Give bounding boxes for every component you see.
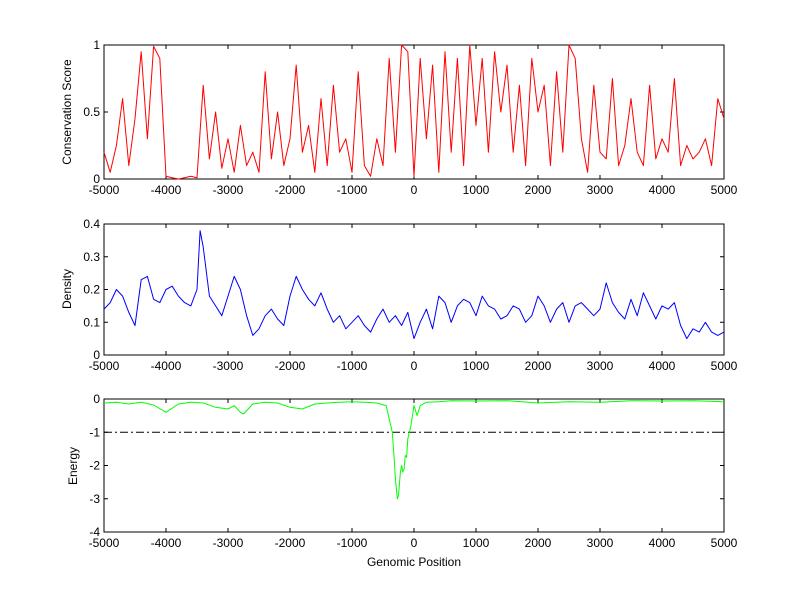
density-xtick-label: 3000	[587, 359, 614, 373]
energy-xtick-label: -1000	[337, 536, 368, 550]
energy-xtick-label: 2000	[525, 536, 552, 550]
conservation-xtick-label: 0	[411, 183, 418, 197]
energy-panel: Energy Genomic Position -5000 -4000 -3000 -…	[66, 392, 738, 569]
density-xtick-label: -5000	[89, 359, 120, 373]
density-xtick-label: 5000	[711, 359, 738, 373]
conservation-ytick-label: 0.5	[83, 105, 100, 119]
energy-xtick-label: 1000	[463, 536, 490, 550]
conservation-xtick-label: 3000	[587, 183, 614, 197]
energy-ylabel: Energy	[66, 447, 80, 485]
conservation-series-line	[103, 44, 725, 180]
conservation-xtick-label: -4000	[151, 183, 182, 197]
energy-ytick-label: -2	[89, 459, 100, 473]
energy-xtick-label: 0	[411, 536, 418, 550]
conservation-ylabel: Conservation Score	[60, 59, 74, 165]
energy-xlabel: Genomic Position	[367, 555, 461, 569]
energy-ytick-label: -1	[89, 425, 100, 439]
density-ytick-label: 0.1	[83, 315, 100, 329]
energy-xtick-label: -2000	[275, 536, 306, 550]
energy-ytick-label: -3	[89, 492, 100, 506]
density-ytick-label: 0.3	[83, 250, 100, 264]
density-panel: Density -5000 -4000 -3000 -2000 -1000 0 1000 20…	[60, 217, 738, 373]
density-ytick-label: 0.2	[83, 283, 100, 297]
density-ytick-label: 0.4	[83, 217, 100, 231]
density-ytick-label: 0	[93, 348, 100, 362]
energy-xtick-label: -4000	[151, 536, 182, 550]
conservation-xtick-label: 2000	[525, 183, 552, 197]
density-xtick-label: -1000	[337, 359, 368, 373]
conservation-xtick-label: -2000	[275, 183, 306, 197]
conservation-ytick-label: 0	[93, 172, 100, 186]
density-xtick-label: 1000	[463, 359, 490, 373]
density-xtick-label: -3000	[213, 359, 244, 373]
density-series-line	[103, 230, 725, 340]
energy-ytick-label: 0	[93, 392, 100, 406]
energy-ytick-label: -4	[89, 525, 100, 539]
density-xtick-label: 0	[411, 359, 418, 373]
energy-series-line	[103, 400, 725, 500]
density-xtick-label: 2000	[525, 359, 552, 373]
density-xtick-label: -2000	[275, 359, 306, 373]
conservation-xtick-label: -1000	[337, 183, 368, 197]
conservation-ytick-label: 1	[93, 38, 100, 52]
conservation-xtick-label: 4000	[649, 183, 676, 197]
density-ylabel: Density	[60, 269, 74, 309]
energy-xtick-label: -3000	[213, 536, 244, 550]
density-xtick-label: -4000	[151, 359, 182, 373]
energy-xtick-label: 5000	[711, 536, 738, 550]
energy-xtick-label: -5000	[89, 536, 120, 550]
conservation-xtick-label: -5000	[89, 183, 120, 197]
energy-xtick-label: 3000	[587, 536, 614, 550]
conservation-xtick-label: 1000	[463, 183, 490, 197]
conservation-xtick-label: 5000	[711, 183, 738, 197]
conservation-xtick-label: -3000	[213, 183, 244, 197]
energy-xtick-label: 4000	[649, 536, 676, 550]
density-xtick-label: 4000	[649, 359, 676, 373]
conservation-panel: Conservation Score -5000 -4000 -3000 -2000 -…	[60, 38, 738, 197]
